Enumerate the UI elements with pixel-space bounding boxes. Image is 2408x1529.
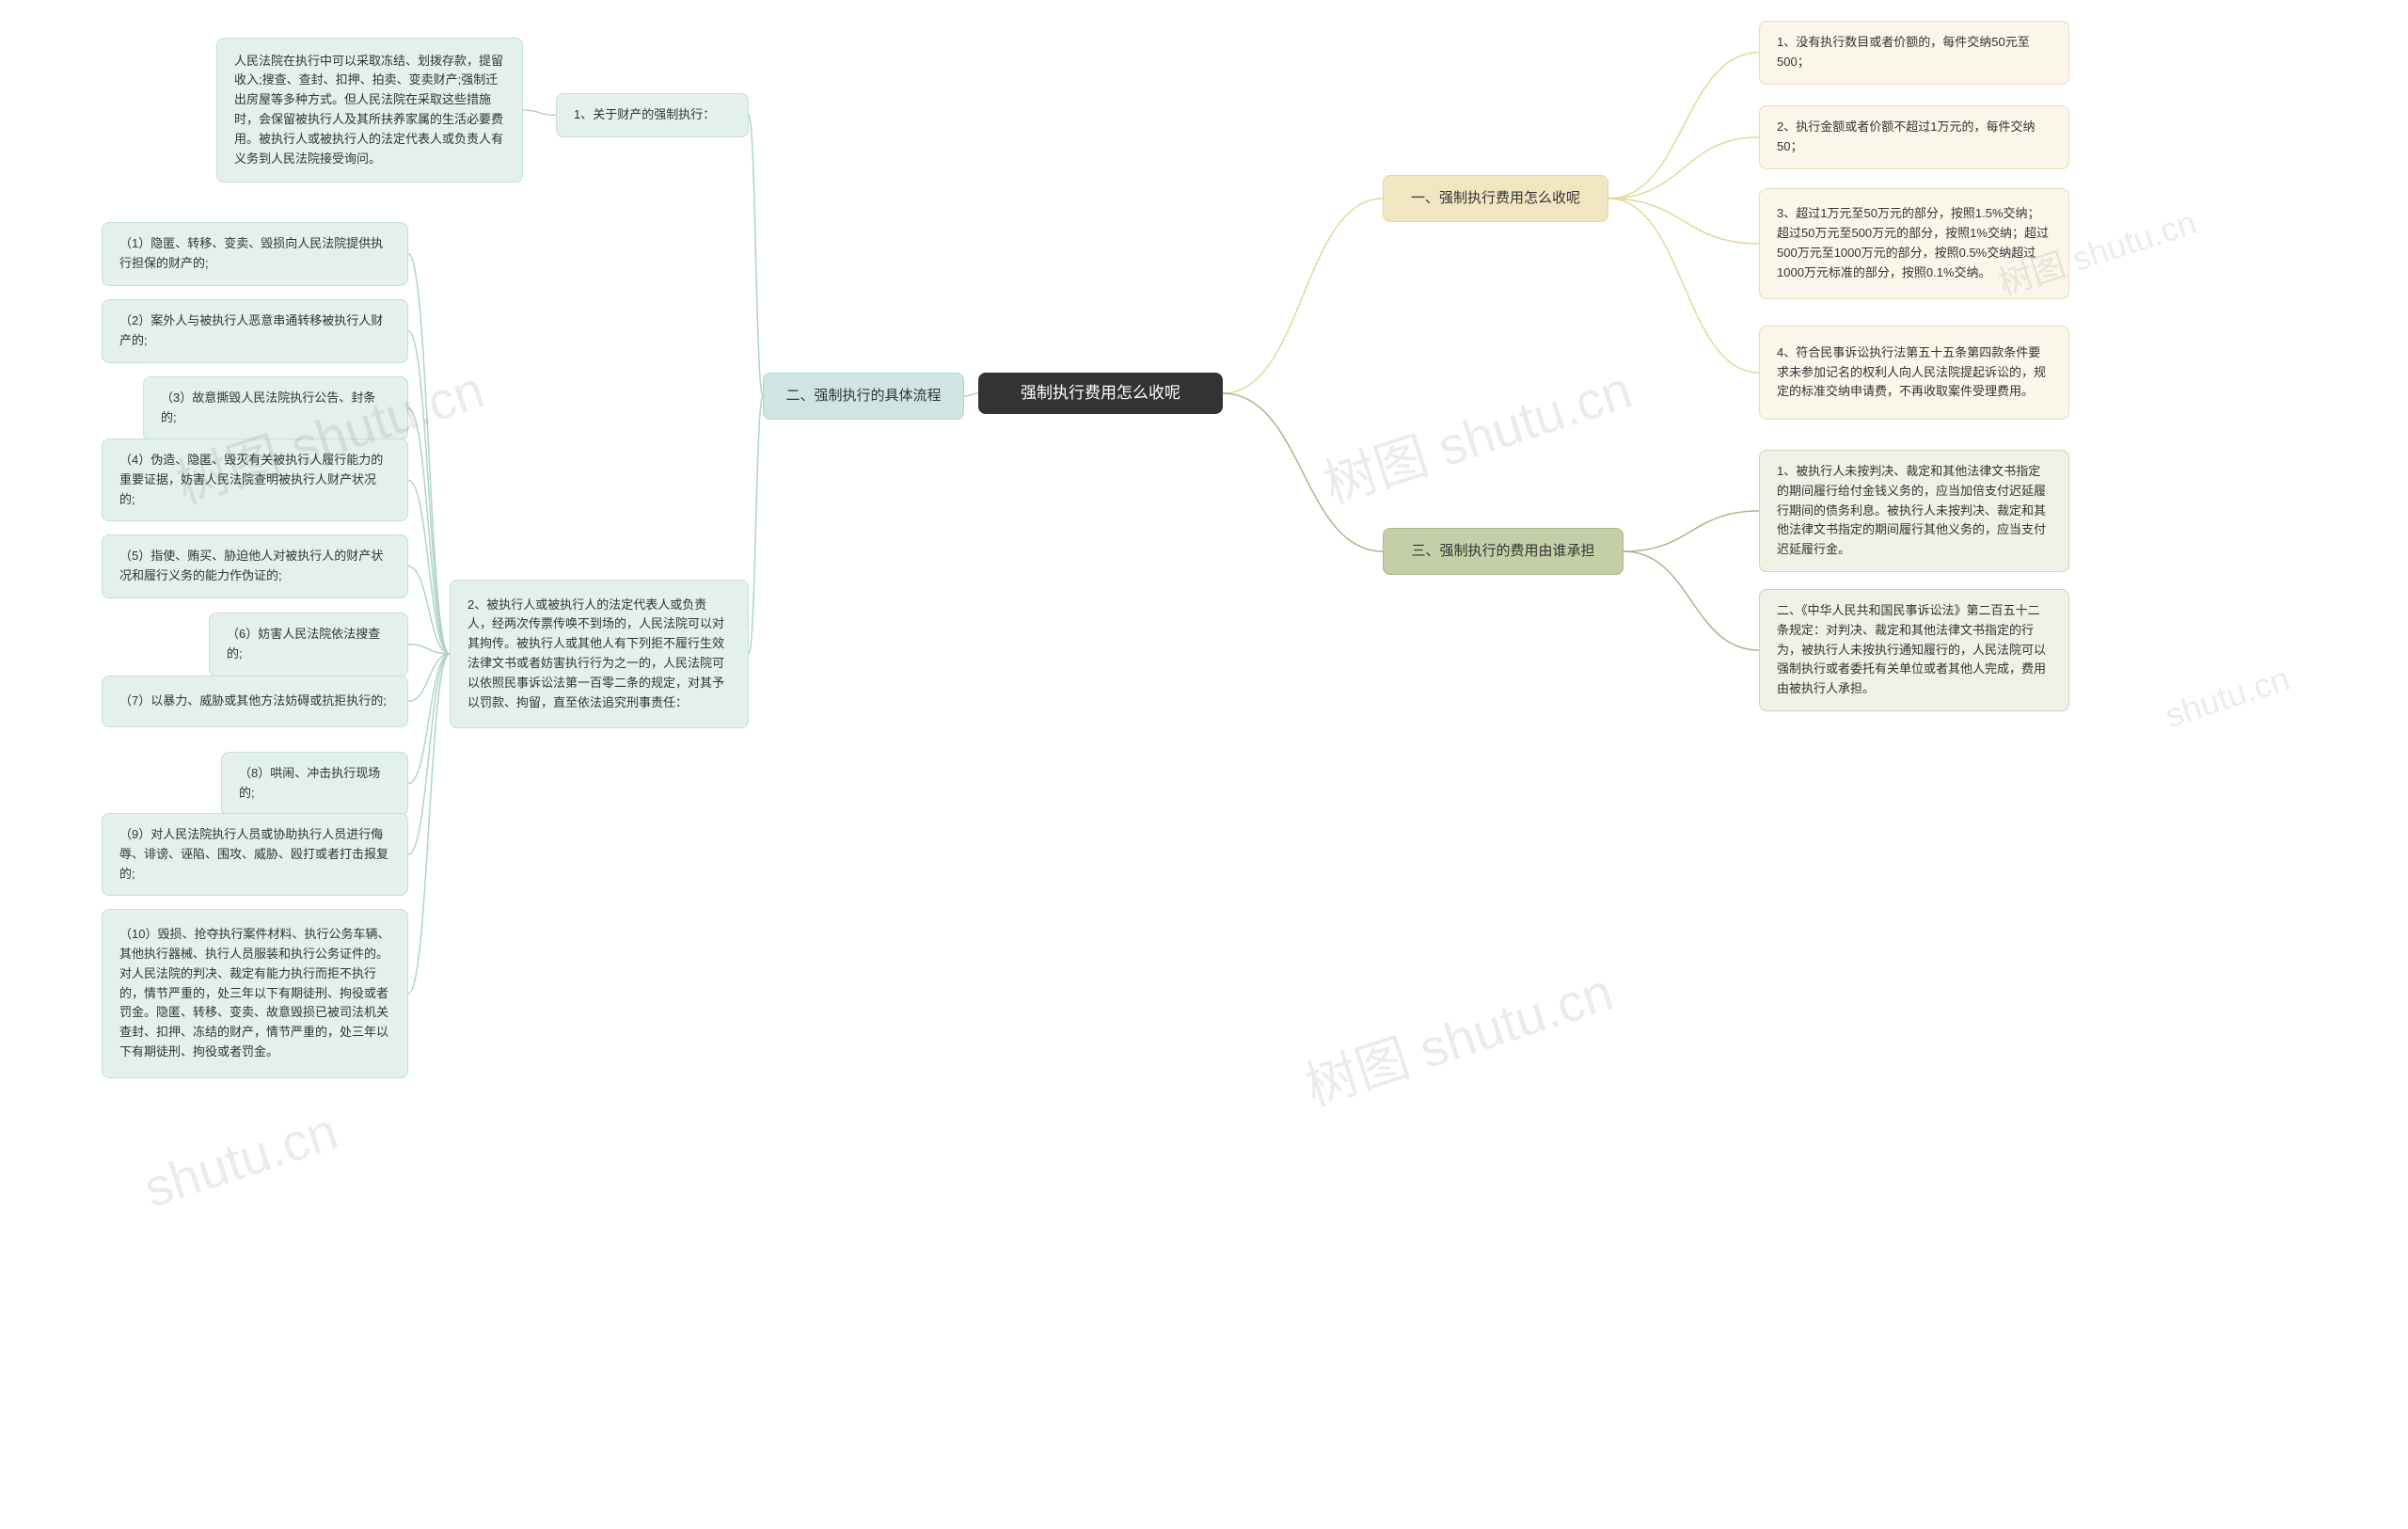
leaf-b2_2_1[interactable]: （1）隐匿、转移、变卖、毁损向人民法院提供执行担保的财产的; [102,222,408,286]
node-label: 2、执行金额或者价额不超过1万元的，每件交纳50； [1777,118,2052,157]
node-label: （3）故意撕毁人民法院执行公告、封条的; [161,389,390,428]
node-label: 一、强制执行费用怎么收呢 [1411,187,1580,210]
node-label: （2）案外人与被执行人恶意串通转移被执行人财产的; [119,311,390,351]
leaf-b1_3[interactable]: 3、超过1万元至50万元的部分，按照1.5%交纳；超过50万元至500万元的部分… [1759,188,2069,299]
leaf-b2_2_8[interactable]: （8）哄闹、冲击执行现场的; [221,752,408,816]
leaf-b2_2_6[interactable]: （6）妨害人民法院依法搜查的; [209,613,408,677]
node-label: （10）毁损、抢夺执行案件材料、执行公务车辆、其他执行器械、执行人员服装和执行公… [119,925,390,1062]
leaf-b1_1[interactable]: 1、没有执行数目或者价额的，每件交纳50元至500； [1759,21,2069,85]
branch-b1[interactable]: 一、强制执行费用怎么收呢 [1383,175,1608,222]
leaf-b1_2[interactable]: 2、执行金额或者价额不超过1万元的，每件交纳50； [1759,105,2069,169]
watermark: shutu.cn [2161,659,2294,736]
node-label: （9）对人民法院执行人员或协助执行人员进行侮辱、诽谤、诬陷、围攻、威胁、殴打或者… [119,825,390,884]
node-label: 三、强制执行的费用由谁承担 [1411,540,1594,563]
branch-b3[interactable]: 三、强制执行的费用由谁承担 [1383,528,1624,575]
node-label: （6）妨害人民法院依法搜查的; [227,625,390,664]
node-label: 3、超过1万元至50万元的部分，按照1.5%交纳；超过50万元至500万元的部分… [1777,204,2052,282]
leaf-b2_2_5[interactable]: （5）指使、贿买、胁迫他人对被执行人的财产状况和履行义务的能力作伪证的; [102,534,408,598]
node-label: （7）以暴力、威胁或其他方法妨碍或抗拒执行的; [119,692,387,711]
node-label: 1、没有执行数目或者价额的，每件交纳50元至500； [1777,33,2052,72]
node-label: 二、《中华人民共和国民事诉讼法》第二百五十二条规定：对判决、裁定和其他法律文书指… [1777,601,2052,699]
node-label: （5）指使、贿买、胁迫他人对被执行人的财产状况和履行义务的能力作伪证的; [119,547,390,586]
leaf-b3_1[interactable]: 1、被执行人未按判决、裁定和其他法律文书指定的期间履行给付金钱义务的，应当加倍支… [1759,450,2069,572]
leaf-b2_2_9[interactable]: （9）对人民法院执行人员或协助执行人员进行侮辱、诽谤、诬陷、围攻、威胁、殴打或者… [102,813,408,896]
leaf-b2_2_7[interactable]: （7）以暴力、威胁或其他方法妨碍或抗拒执行的; [102,676,408,727]
node-label: 人民法院在执行中可以采取冻结、划拨存款，提留收入;搜查、查封、扣押、拍卖、变卖财… [234,52,505,169]
branch-b2[interactable]: 二、强制执行的具体流程 [763,373,964,420]
node-label: 4、符合民事诉讼执行法第五十五条第四款条件要求未参加记名的权利人向人民法院提起诉… [1777,343,2052,402]
node-label: 二、强制执行的具体流程 [785,385,941,407]
leaf-b2_2_3[interactable]: （3）故意撕毁人民法院执行公告、封条的; [143,376,408,440]
leaf-b2_1[interactable]: 1、关于财产的强制执行： [556,93,749,137]
watermark: shutu.cn [136,1100,344,1219]
node-label: 2、被执行人或被执行人的法定代表人或负责人，经两次传票传唤不到场的，人民法院可以… [467,596,731,713]
leaf-b1_4[interactable]: 4、符合民事诉讼执行法第五十五条第四款条件要求未参加记名的权利人向人民法院提起诉… [1759,326,2069,420]
node-label: （8）哄闹、冲击执行现场的; [239,764,390,804]
leaf-b2_2_2[interactable]: （2）案外人与被执行人恶意串通转移被执行人财产的; [102,299,408,363]
node-label: （4）伪造、隐匿、毁灭有关被执行人履行能力的重要证据，妨害人民法院查明被执行人财… [119,451,390,509]
root-label: 强制执行费用怎么收呢 [1021,380,1180,406]
node-label: （1）隐匿、转移、变卖、毁损向人民法院提供执行担保的财产的; [119,234,390,274]
leaf-b2_2[interactable]: 2、被执行人或被执行人的法定代表人或负责人，经两次传票传唤不到场的，人民法院可以… [450,580,749,728]
leaf-b2_2_4[interactable]: （4）伪造、隐匿、毁灭有关被执行人履行能力的重要证据，妨害人民法院查明被执行人财… [102,438,408,521]
node-label: 1、被执行人未按判决、裁定和其他法律文书指定的期间履行给付金钱义务的，应当加倍支… [1777,462,2052,560]
watermark: 树图 shutu.cn [1294,950,1622,1122]
root-node[interactable]: 强制执行费用怎么收呢 [978,373,1223,414]
node-label: 1、关于财产的强制执行： [574,105,715,125]
leaf-b3_2[interactable]: 二、《中华人民共和国民事诉讼法》第二百五十二条规定：对判决、裁定和其他法律文书指… [1759,589,2069,711]
leaf-b2_2_10[interactable]: （10）毁损、抢夺执行案件材料、执行公务车辆、其他执行器械、执行人员服装和执行公… [102,909,408,1078]
watermark: 树图 shutu.cn [1313,348,1640,519]
leaf-b2_1_1[interactable]: 人民法院在执行中可以采取冻结、划拨存款，提留收入;搜查、查封、扣押、拍卖、变卖财… [216,38,523,183]
